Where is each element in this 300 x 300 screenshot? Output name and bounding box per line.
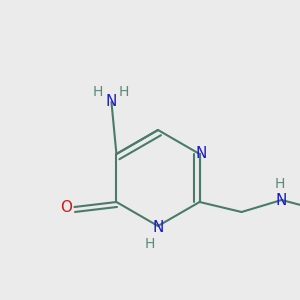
Text: N: N <box>152 220 164 236</box>
Text: H: H <box>274 177 285 191</box>
Text: N: N <box>106 94 117 110</box>
Text: H: H <box>118 85 129 99</box>
Text: N: N <box>276 193 287 208</box>
Text: H: H <box>92 85 103 99</box>
Text: N: N <box>196 146 207 161</box>
Text: O: O <box>60 200 72 214</box>
Text: H: H <box>145 237 155 251</box>
